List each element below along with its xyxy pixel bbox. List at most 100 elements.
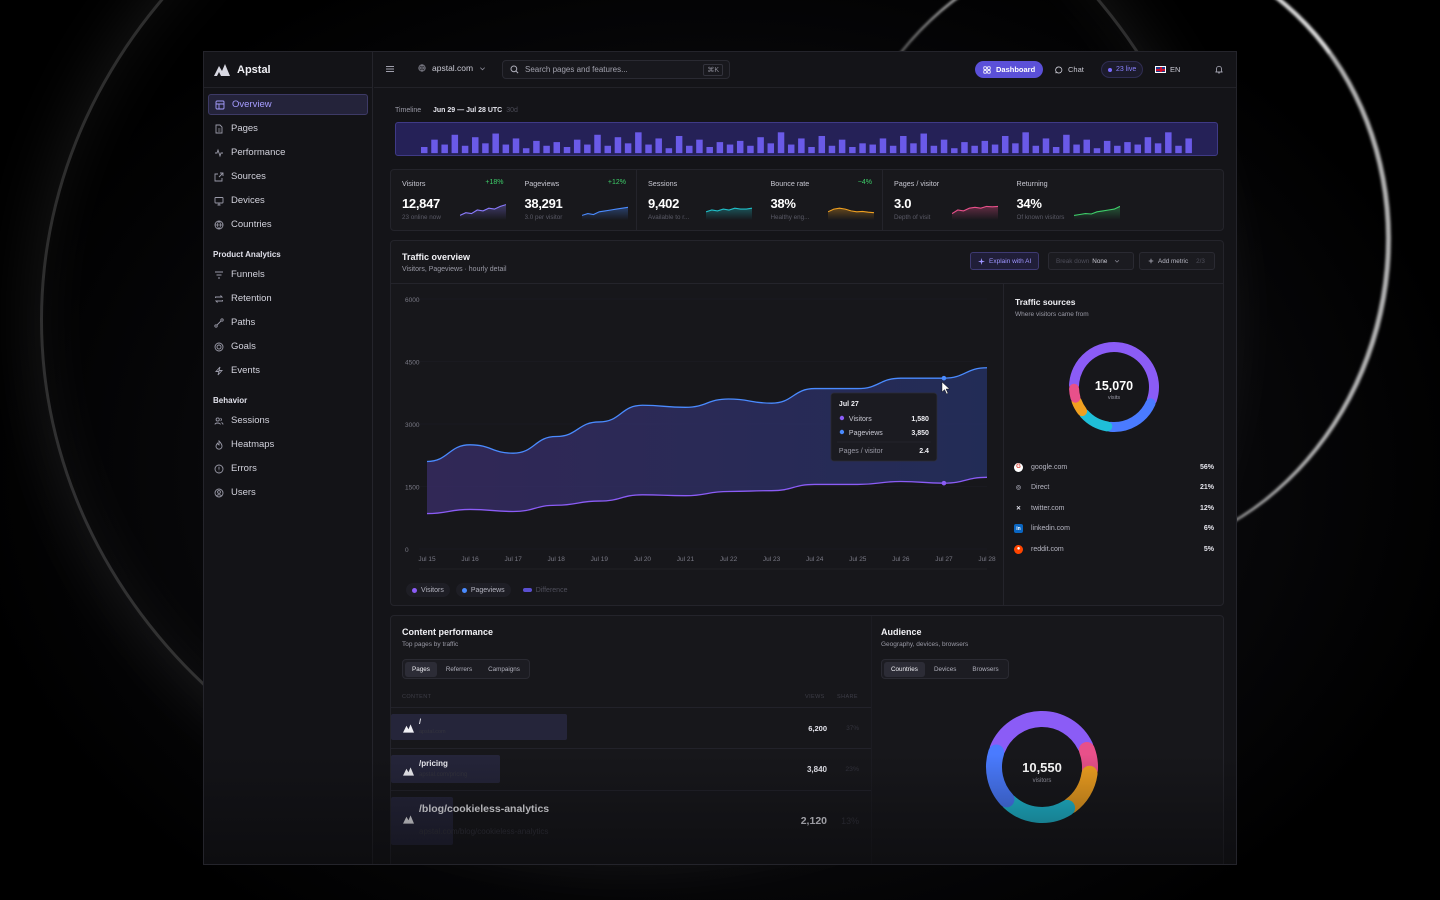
activity-icon: [214, 148, 224, 158]
source-percent: 21%: [1199, 484, 1214, 492]
audience-donut-chart[interactable]: 10,550 visitors: [977, 702, 1107, 832]
search-input[interactable]: Search pages and features... ⌘K: [502, 60, 730, 79]
timeline-bar: [859, 143, 866, 154]
kpi-sparkline: [951, 205, 998, 220]
timeline-bar: [716, 142, 724, 154]
source-row-reddit-com[interactable]: ● reddit.com 5%: [1014, 539, 1214, 560]
kpi-card-visitors[interactable]: Visitors +18% 12,847 23 online now: [391, 170, 514, 230]
brand[interactable]: Apstal: [204, 52, 372, 88]
audience-tab-browsers[interactable]: Browsers: [972, 665, 999, 673]
section-title-product: Product Analytics: [213, 250, 281, 259]
audience-title: Audience: [881, 627, 922, 637]
source-row-linkedin-com[interactable]: in linkedin.com 6%: [1014, 519, 1214, 540]
source-row-direct[interactable]: ◎ Direct 21%: [1014, 478, 1214, 499]
timeline-bar: [624, 143, 632, 154]
content-tab-campaigns[interactable]: Campaigns: [488, 665, 520, 673]
timeline-bar: [594, 134, 601, 154]
kpi-subtext: Healthy eng...: [770, 214, 810, 221]
timeline-bar: [777, 132, 785, 154]
timeline-bar: [930, 145, 938, 154]
table-row[interactable]: /blog/cookieless-analytics apstal.com/blo…: [391, 790, 871, 850]
timeline-bar: [420, 147, 428, 154]
timeline-brush[interactable]: [395, 122, 1218, 156]
sidebar-item-paths[interactable]: Paths: [208, 312, 368, 333]
sidebar-item-devices[interactable]: Devices: [208, 190, 368, 211]
user-circle-icon: [214, 488, 224, 498]
kpi-card-bounce-rate[interactable]: Bounce rate −4% 38% Healthy eng...: [760, 170, 883, 230]
content-tab-pages[interactable]: Pages: [405, 661, 437, 677]
timeline-unit: 30d: [506, 107, 518, 114]
audience-segment: [1001, 794, 1076, 823]
language-selector[interactable]: EN: [1155, 61, 1180, 78]
site-selector[interactable]: apstal.com: [418, 63, 486, 73]
legend-swatch-icon: [412, 587, 417, 593]
sidebar-item-heatmaps[interactable]: Heatmaps: [208, 434, 368, 455]
sidebar-item-users[interactable]: Users: [208, 482, 368, 503]
audience-tab-countries[interactable]: Countries: [884, 661, 925, 677]
kpi-card-sessions[interactable]: Sessions 9,402 Available to r...: [637, 170, 760, 230]
menu-icon[interactable]: [385, 64, 395, 74]
explain-ai-button[interactable]: Explain with AI: [970, 252, 1040, 270]
source-percent: 6%: [1203, 525, 1214, 533]
visitors-dot-icon: [839, 415, 845, 421]
sources-donut-chart[interactable]: 15,070 visits: [1059, 332, 1169, 442]
timeline-bar: [1073, 144, 1080, 154]
sidebar-item-sources[interactable]: Sources: [208, 166, 368, 187]
timeline-bar: [502, 144, 510, 154]
timeline-bar: [543, 145, 550, 154]
sparkle-icon: [978, 257, 985, 265]
chevron-down-icon: [480, 66, 486, 70]
logo-icon: [214, 63, 230, 76]
uk-flag-icon: [1155, 66, 1166, 73]
kpi-card-returning[interactable]: Returning 34% Of known visitors: [1006, 170, 1129, 230]
kpi-label: Sessions: [648, 179, 678, 188]
kpi-card-pageviews[interactable]: Pageviews +12% 38,291 3.0 per visitor: [514, 170, 637, 230]
kpi-change: +12%: [607, 179, 626, 186]
traffic-chart[interactable]: 0 1500 3000 4500 6000 Jul 15 Jul 16 Jul 17 Jul 1…: [391, 284, 1003, 580]
timeline-bar: [767, 143, 775, 154]
timeline-bar: [900, 135, 907, 154]
bell-icon[interactable]: [1214, 64, 1224, 74]
add-metric-button[interactable]: Add metric 2/3: [1139, 252, 1215, 270]
legend-item-visitors[interactable]: Visitors: [406, 583, 450, 597]
legend-item-difference[interactable]: Difference: [517, 583, 574, 597]
table-row[interactable]: /pricing apstal.com/pricing 3,840 23%: [391, 748, 871, 790]
chart-tooltip: Jul 27 Visitors 1,580 Pageviews 3,850 Pages /…: [830, 392, 938, 462]
sidebar-item-funnels[interactable]: Funnels: [208, 264, 368, 285]
audience-tab-devices[interactable]: Devices: [933, 665, 957, 673]
tooltip-pageviews-value: 3,850: [911, 430, 929, 437]
kpi-label: Visitors: [402, 179, 426, 188]
sidebar-item-performance[interactable]: Performance: [208, 142, 368, 163]
content-tab-referrers[interactable]: Referrers: [445, 665, 473, 673]
sidebar-item-sessions[interactable]: Sessions: [208, 410, 368, 431]
timeline-bar: [1052, 147, 1060, 154]
source-name: linkedin.com: [1031, 525, 1070, 533]
table-row[interactable]: / apstal.com 6,200 37%: [391, 707, 871, 748]
sidebar-item-countries[interactable]: Countries: [208, 214, 368, 235]
legend-item-pageviews[interactable]: Pageviews: [455, 583, 511, 597]
timeline-range[interactable]: Jun 29 — Jul 28 UTC 30d: [433, 107, 518, 114]
pageviews-dot-icon: [839, 429, 845, 435]
source-row-twitter-com[interactable]: ✕ twitter.com 12%: [1014, 498, 1214, 519]
tooltip-visitors-label: Visitors: [849, 416, 872, 423]
timeline-range-text: Jun 29 — Jul 28 UTC: [433, 107, 503, 114]
kpi-subtext: Of known visitors: [1016, 214, 1065, 221]
timeline-label: Timeline: [395, 107, 422, 114]
tooltip-pageviews-label: Pageviews: [849, 430, 883, 437]
sidebar-item-goals[interactable]: Goals: [208, 336, 368, 357]
dashboard-button[interactable]: Dashboard: [975, 61, 1044, 78]
timeline-bar: [1083, 139, 1090, 154]
visitors-point: [941, 480, 947, 486]
page-share: 37%: [846, 724, 859, 732]
topbar: apstal.com Search pages and features... …: [374, 52, 1236, 88]
sidebar-item-events[interactable]: Events: [208, 360, 368, 381]
chat-button[interactable]: Chat: [1055, 61, 1084, 78]
kpi-card-pages-visitor[interactable]: Pages / visitor 3.0 Depth of visit: [883, 170, 1006, 230]
sidebar-item-pages[interactable]: Pages: [208, 118, 368, 139]
sidebar-item-overview[interactable]: Overview: [208, 94, 368, 115]
sidebar-item-errors[interactable]: Errors: [208, 458, 368, 479]
breakdown-select[interactable]: Break down None: [1048, 252, 1134, 270]
layout-icon: [215, 100, 225, 110]
sidebar-item-retention[interactable]: Retention: [208, 288, 368, 309]
